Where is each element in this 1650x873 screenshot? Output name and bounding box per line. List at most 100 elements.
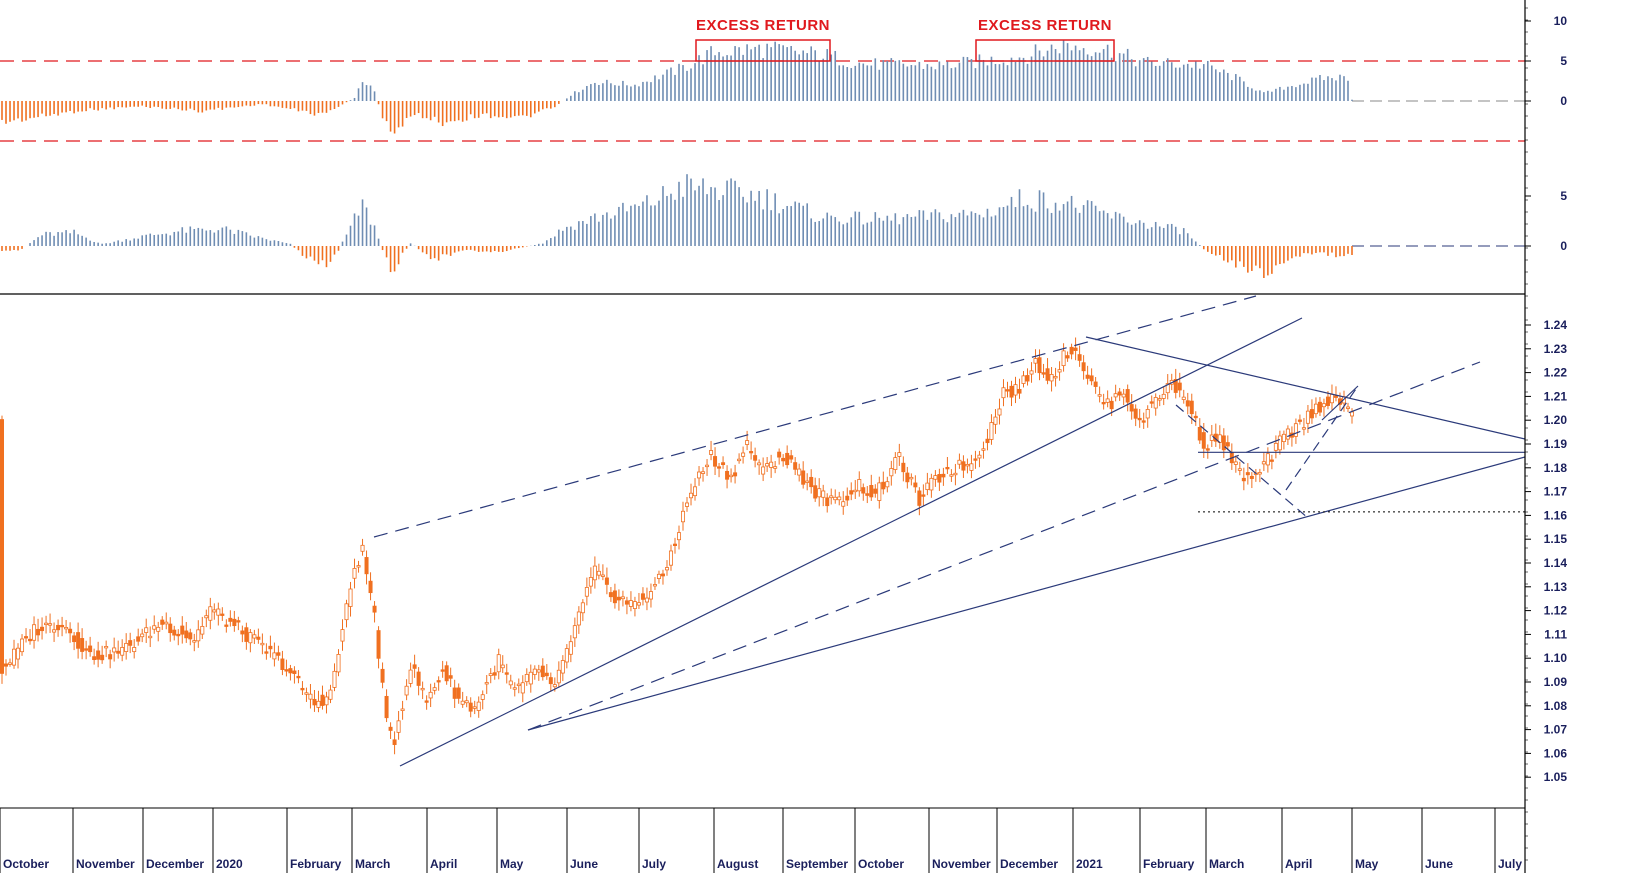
candle-body (540, 665, 545, 678)
candle-body (488, 673, 493, 677)
candle-body (472, 706, 477, 709)
candle-body (685, 502, 690, 507)
candle-body (504, 672, 509, 675)
candle-body (733, 472, 738, 477)
candle-body (388, 726, 393, 731)
candle-body (1121, 393, 1126, 398)
candle-body (797, 468, 802, 476)
candle-body (721, 462, 726, 466)
candle-body (1237, 468, 1242, 471)
candle-body (829, 495, 834, 499)
candle-body (929, 477, 934, 491)
candle-body (328, 689, 333, 700)
candle-body (909, 476, 914, 480)
candle-body (484, 682, 489, 685)
candle-body (1153, 397, 1158, 409)
month-label: October (858, 857, 904, 871)
candle-body (1061, 350, 1066, 367)
candle-body (705, 464, 710, 468)
candle-body (1201, 432, 1206, 449)
candle-body (993, 416, 998, 425)
candle-body (480, 694, 485, 700)
candle-body (64, 626, 69, 630)
candle-body (1037, 357, 1042, 374)
month-label: December (1000, 857, 1058, 871)
candle-body (1017, 388, 1022, 394)
candle-body (1069, 346, 1074, 355)
candle-body (528, 671, 533, 685)
candle-body (444, 665, 449, 682)
candle-body (120, 647, 125, 656)
candle-body (512, 687, 517, 690)
candle-body (1265, 453, 1270, 466)
candle-body (1081, 362, 1086, 372)
price-tick-label: 1.19 (1544, 437, 1568, 451)
month-label: November (76, 857, 135, 871)
candle-body (757, 462, 762, 466)
candle-body (136, 636, 141, 642)
candle-body (340, 629, 345, 642)
candle-body (636, 602, 641, 606)
month-label: May (500, 857, 524, 871)
candle-body (837, 496, 842, 501)
candle-body (592, 565, 597, 581)
candle-body (781, 457, 786, 462)
candle-body (893, 457, 898, 470)
candle-body (448, 675, 453, 679)
candle-body (785, 452, 790, 466)
candle-body (436, 680, 441, 683)
candle-body (881, 481, 886, 490)
candle-body (168, 623, 173, 634)
candle-body (697, 471, 702, 479)
candle-body (228, 617, 233, 622)
candle-body (648, 591, 653, 600)
candle-body (957, 459, 962, 465)
candle-body (845, 495, 850, 501)
candle-body (272, 652, 277, 660)
candle-body (652, 584, 657, 587)
candle-body (1345, 406, 1350, 409)
candle-body (532, 668, 537, 675)
candle-body (925, 482, 930, 491)
candle-body (664, 567, 669, 571)
candle-body (40, 626, 45, 632)
candle-body (937, 474, 942, 483)
candle-body (384, 695, 389, 719)
momentum-tick-label: 0 (1560, 239, 1567, 253)
candle-body (372, 605, 377, 613)
excess-return-label-1: EXCESS RETURN (978, 17, 1112, 34)
candle-body (300, 687, 305, 691)
candle-body (1281, 433, 1286, 443)
candle-body (1001, 387, 1006, 399)
candle-body (28, 638, 33, 642)
candle-body (761, 466, 766, 475)
candle-body (656, 573, 661, 579)
candle-body (524, 673, 529, 683)
candle-body (693, 486, 698, 497)
price-tick-label: 1.12 (1544, 604, 1568, 618)
candle-body (88, 645, 93, 653)
month-label: March (1209, 857, 1244, 871)
rebound-solid-line (1321, 385, 1359, 421)
candle-body (1321, 403, 1326, 408)
candle-body (260, 642, 265, 646)
candle-body (1013, 384, 1018, 396)
candle-body (1189, 400, 1194, 415)
candle-body (1025, 375, 1030, 382)
candle-body (296, 675, 301, 679)
candle-body (396, 720, 401, 733)
candle-body (232, 618, 237, 627)
candle-body (1273, 442, 1278, 451)
candle-body (56, 624, 61, 631)
candle-body (264, 651, 269, 654)
momentum-panel (0, 174, 1525, 295)
candle-body (953, 472, 958, 476)
candle-body (985, 438, 990, 444)
candle-body (104, 646, 109, 649)
candle-body (849, 490, 854, 495)
candle-body (80, 638, 85, 652)
candle-body (1057, 369, 1062, 373)
candle-body (729, 474, 734, 478)
candle-body (124, 642, 129, 652)
candle-body (753, 455, 758, 461)
